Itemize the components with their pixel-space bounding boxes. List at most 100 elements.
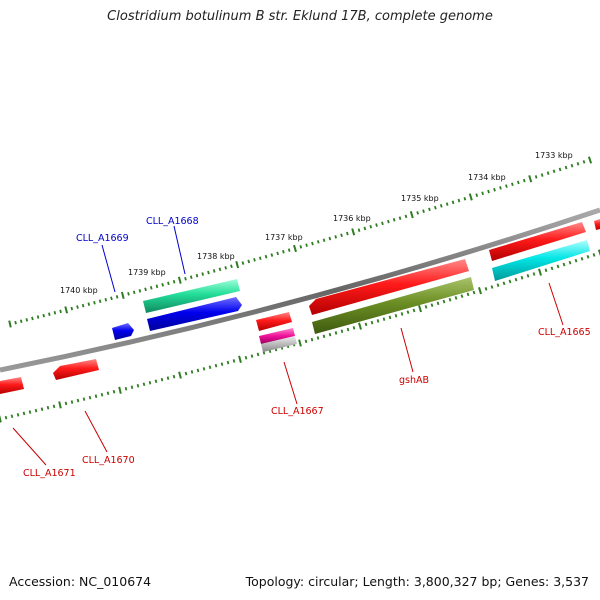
outer-scale-minor-tick bbox=[59, 309, 62, 314]
inner-scale-minor-tick bbox=[16, 413, 20, 417]
scale-label-1738: 1738 kbp bbox=[197, 252, 235, 261]
outer-scale-minor-tick bbox=[316, 240, 320, 244]
outer-scale-minor-tick bbox=[115, 295, 119, 299]
outer-scale-minor-tick bbox=[25, 318, 29, 322]
inner-scale-minor-tick bbox=[94, 394, 98, 399]
outer-scale-minor-tick bbox=[357, 228, 361, 232]
inner-scale-major-tick bbox=[118, 386, 122, 394]
inner-scale-minor-tick bbox=[382, 317, 386, 321]
red-feature-1667 bbox=[256, 312, 292, 331]
inner-scale-minor-tick bbox=[568, 260, 572, 265]
inner-scale-minor-tick bbox=[340, 329, 344, 334]
inner-scale-minor-tick bbox=[592, 253, 596, 257]
green-feature bbox=[143, 279, 240, 313]
inner-scale-minor-tick bbox=[244, 355, 248, 360]
outer-scale-minor-tick bbox=[505, 184, 508, 188]
outer-scale-minor-tick bbox=[167, 281, 170, 286]
inner-scale-minor-tick bbox=[208, 365, 212, 370]
outer-scale-minor-tick bbox=[552, 169, 556, 174]
inner-scale-minor-tick bbox=[550, 266, 554, 271]
outer-scale-minor-tick bbox=[511, 182, 514, 187]
outer-scale-minor-tick bbox=[328, 236, 332, 241]
gene-label-cll-a1669[interactable]: CLL_A1669 bbox=[76, 233, 129, 244]
outer-scale-minor-tick bbox=[149, 286, 153, 290]
scale-label-1736: 1736 kbp bbox=[333, 214, 371, 223]
outer-scale-minor-tick bbox=[127, 292, 130, 296]
outer-scale-major-tick bbox=[468, 193, 473, 201]
inner-scale-minor-tick bbox=[472, 290, 476, 295]
outer-scale-minor-tick bbox=[184, 276, 187, 281]
outer-scale-minor-tick bbox=[132, 290, 136, 295]
inner-scale-minor-tick bbox=[82, 397, 86, 401]
inner-scale-minor-tick bbox=[10, 414, 14, 419]
outer-scale-minor-tick bbox=[428, 207, 431, 212]
gray-feature bbox=[261, 336, 297, 352]
outer-scale-minor-tick bbox=[19, 319, 23, 324]
outer-scale-minor-tick bbox=[104, 297, 108, 302]
outer-scale-minor-tick bbox=[481, 191, 484, 196]
outer-scale-minor-tick bbox=[76, 305, 79, 309]
outer-scale-minor-tick bbox=[404, 214, 408, 219]
inner-scale-minor-tick bbox=[124, 386, 128, 391]
inner-scale-minor-tick bbox=[364, 322, 368, 327]
gene-label-cll-a1665[interactable]: CLL_A1665 bbox=[538, 327, 591, 338]
outer-scale-minor-tick bbox=[195, 273, 199, 278]
outer-scale-minor-tick bbox=[522, 178, 526, 183]
outer-scale-minor-tick bbox=[138, 289, 142, 293]
outer-scale-minor-tick bbox=[493, 187, 496, 192]
outer-scale-minor-tick bbox=[534, 175, 538, 179]
outer-scale-minor-tick bbox=[334, 235, 337, 239]
gene-label-cll-a1670[interactable]: CLL_A1670 bbox=[82, 455, 135, 466]
inner-scale-minor-tick bbox=[322, 334, 326, 339]
outer-scale-minor-tick bbox=[322, 238, 326, 243]
outer-scale-minor-tick bbox=[487, 189, 490, 194]
inner-scale-minor-tick bbox=[76, 398, 80, 403]
outer-scale-minor-tick bbox=[422, 209, 425, 213]
inner-scale-minor-tick bbox=[370, 320, 374, 325]
outer-scale-minor-tick bbox=[346, 231, 349, 236]
inner-scale-minor-tick bbox=[256, 352, 260, 357]
red-feature-gshab bbox=[309, 259, 469, 315]
outer-scale-minor-tick bbox=[375, 223, 378, 227]
inner-scale-major-tick bbox=[58, 401, 62, 409]
outer-scale-minor-tick bbox=[207, 270, 210, 275]
gene-label-cll-a1668[interactable]: CLL_A1668 bbox=[146, 216, 199, 227]
gene-label-gshab[interactable]: gshAB bbox=[399, 375, 429, 386]
outer-scale-minor-tick bbox=[98, 299, 102, 304]
outer-scale-ticks bbox=[8, 156, 593, 328]
inner-scale-minor-tick bbox=[484, 287, 488, 291]
red-feature-1665-upper bbox=[489, 222, 586, 261]
outer-scale-minor-tick bbox=[230, 264, 233, 269]
inner-scale-minor-tick bbox=[22, 411, 26, 416]
inner-scale-major-tick bbox=[418, 305, 422, 313]
inner-scale-minor-tick bbox=[460, 294, 464, 298]
leader-line-cll-a1671 bbox=[12, 427, 47, 466]
cyan-feature bbox=[492, 240, 590, 281]
outer-scale-minor-tick bbox=[576, 162, 580, 166]
outer-scale-major-tick bbox=[351, 228, 356, 236]
inner-scale-minor-tick bbox=[334, 331, 338, 335]
scale-label-1737: 1737 kbp bbox=[265, 233, 303, 242]
outer-scale-minor-tick bbox=[287, 248, 291, 252]
inner-scale-minor-tick bbox=[346, 327, 350, 332]
scale-label-1740: 1740 kbp bbox=[60, 286, 98, 295]
blue-feature bbox=[147, 297, 242, 331]
gene-label-cll-a1667[interactable]: CLL_A1667 bbox=[271, 406, 324, 417]
outer-scale-minor-tick bbox=[201, 272, 204, 276]
inner-scale-minor-tick bbox=[508, 279, 512, 284]
outer-scale-minor-tick bbox=[570, 163, 574, 168]
outer-scale-minor-tick bbox=[212, 269, 216, 273]
inner-scale-minor-tick bbox=[184, 371, 188, 376]
outer-scale-minor-tick bbox=[87, 302, 91, 306]
inner-scale-minor-tick bbox=[310, 337, 314, 342]
outer-scale-minor-tick bbox=[253, 258, 256, 262]
outer-scale-major-tick bbox=[64, 306, 69, 314]
leader-line-cll-a1667 bbox=[283, 361, 298, 405]
outer-scale-minor-tick bbox=[416, 211, 419, 215]
inner-scale-minor-tick bbox=[232, 359, 236, 363]
inner-scale-minor-tick bbox=[70, 400, 74, 404]
outer-scale-minor-tick bbox=[218, 267, 222, 272]
inner-scale-minor-tick bbox=[544, 268, 548, 273]
gene-label-cll-a1671[interactable]: CLL_A1671 bbox=[23, 468, 76, 479]
